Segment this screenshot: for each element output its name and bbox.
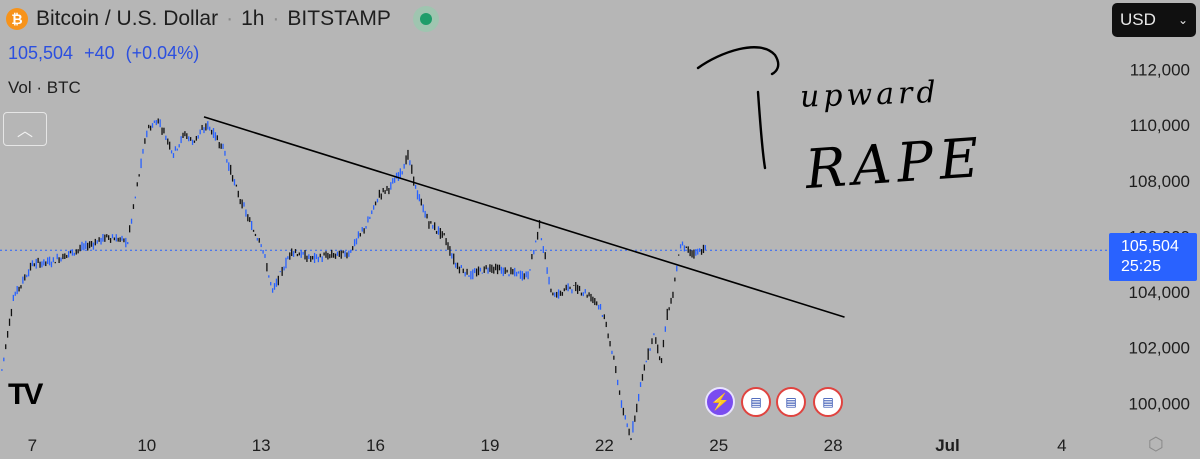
time-axis-tick-label: 13	[252, 436, 271, 455]
current-price-tag: 105,504 25:25	[1109, 233, 1197, 281]
us-flag-icon[interactable]: ▤	[776, 387, 806, 417]
time-axis-tick-label: 16	[366, 436, 385, 455]
interval-label[interactable]: 1h	[241, 7, 265, 30]
volume-indicator-label[interactable]: Vol · BTC	[8, 78, 81, 97]
tradingview-logo-icon[interactable]: TV	[8, 378, 43, 411]
price-axis: 100,000102,000104,000106,000108,000110,0…	[1129, 5, 1190, 413]
price-axis-tick-label: 102,000	[1129, 339, 1190, 358]
live-status-icon	[412, 6, 439, 32]
us-flag-icon[interactable]: ▤	[741, 387, 771, 417]
symbol-header[interactable]: ₿ Bitcoin / U.S. Dollar · 1h · BITSTAMP	[6, 6, 439, 32]
symbol-name: Bitcoin / U.S. Dollar	[36, 7, 219, 30]
price-axis-tick-label: 104,000	[1129, 283, 1190, 302]
exchange-label: BITSTAMP	[287, 7, 391, 30]
time-axis-tick-label: 25	[709, 436, 728, 455]
btc-logo-icon: ₿	[6, 8, 28, 30]
time-axis-tick-label: Jul	[935, 436, 960, 455]
last-price: 105,504	[8, 43, 74, 63]
bolt-event-icon[interactable]: ⚡	[705, 387, 735, 417]
header-separator: ·	[272, 7, 280, 30]
chevron-up-icon: ︿	[16, 123, 33, 140]
collapse-legend-button[interactable]: ︿	[3, 112, 47, 146]
price-change-percent: (+0.04%)	[125, 43, 200, 63]
price-axis-tick-label: 112,000	[1130, 61, 1190, 80]
trendline-layer	[203, 116, 845, 318]
price-change: +40	[84, 43, 115, 63]
handwritten-annotation: upward RAPE	[696, 46, 987, 201]
time-axis-tick-label: 10	[137, 436, 156, 455]
bar-countdown: 25:25	[1121, 258, 1162, 275]
chevron-down-icon: ⌄	[1177, 13, 1188, 27]
price-axis-tick-label: 110,000	[1130, 116, 1190, 135]
price-series	[1, 118, 707, 441]
header-separator: ·	[226, 7, 234, 30]
time-axis-tick-label: 19	[480, 436, 499, 455]
time-axis-tick-label: 7	[28, 436, 37, 455]
time-axis-tick-label: 4	[1057, 436, 1066, 455]
quote-line: 105,504 +40 (+0.04%)	[8, 43, 205, 64]
time-axis: 7 10 13 16 19 22 25 28 Jul 4	[28, 436, 1067, 455]
time-axis-tick-label: 22	[595, 436, 614, 455]
settings-icon[interactable]: ⬡	[1148, 434, 1164, 454]
currency-select[interactable]: USD ⌄	[1112, 3, 1196, 37]
us-flag-icon[interactable]: ▤	[813, 387, 843, 417]
annotation-word-upward: upward	[799, 75, 940, 115]
current-price-value: 105,504	[1121, 238, 1179, 255]
price-axis-tick-label: 100,000	[1129, 394, 1190, 413]
handwritten-arrow-mark	[696, 46, 780, 170]
currency-label: USD	[1120, 10, 1156, 29]
price-axis-tick-label: 108,000	[1129, 172, 1190, 191]
trendline	[203, 116, 845, 318]
annotation-word-rape: RAPE	[802, 126, 986, 201]
time-axis-tick-label: 28	[824, 436, 843, 455]
